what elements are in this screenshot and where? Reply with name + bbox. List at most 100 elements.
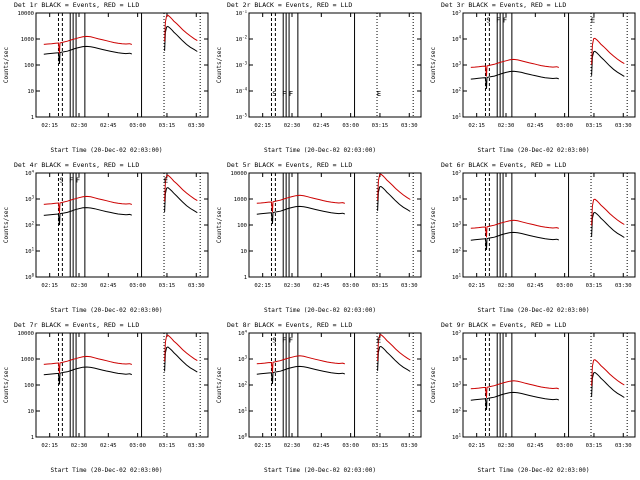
y-tick-label: 105 [452,170,462,177]
y-tick-label: 102 [25,221,35,230]
y-tick-label: 101 [452,113,462,122]
y-tick-label: 101 [452,273,462,282]
y-tick-label: 105 [452,10,462,17]
panel-det8r: Det 8r BLACK = Events, RED = LLD 100 101 1… [213,320,427,480]
y-tick-label: 10-3 [236,61,248,70]
y-tick-label: 1 [31,435,34,441]
events-series [43,207,132,226]
x-tick-label: 03:30 [188,443,205,449]
y-tick-label: 102 [238,381,248,390]
panel-det6r: Det 6r BLACK = Events, RED = LLD 101 102 1… [427,160,640,320]
events-series [591,371,625,398]
y-tick-label: 103 [452,61,462,70]
y-tick-label: 10-5 [236,113,248,122]
panel-det5r: Det 5r BLACK = Events, RED = LLD 1 10 100 1… [213,160,427,320]
x-tick-label: 02:45 [313,123,330,129]
x-tick-label: 02:45 [527,443,544,449]
flag-letter: F [69,176,73,184]
y-tick-label: 100 [24,63,34,69]
y-tick-label: 10 [27,409,34,415]
panel-det1r: Det 1r BLACK = Events, RED = LLD 1 10 100 1… [0,0,213,160]
plot-svg: 10-5 10-4 10-3 10-2 10-1 02:15 02:30 02:45 03:00… [216,10,422,129]
panel-title: Det 5r BLACK = Events, RED = LLD [227,161,353,169]
lld-series [377,334,411,362]
x-tick-label: 03:30 [615,443,632,449]
plot-svg: 1 10 100 1000 10000 02:15 02:30 02:45 03:00 03:15… [3,11,209,129]
plot-svg: 100 101 102 103 104 02:15 02:30 02:45 03:00 03:15… [216,330,422,449]
x-tick-label: 03:15 [586,443,603,449]
y-tick-label: 10 [27,89,34,95]
lld-series [256,355,345,373]
y-tick-label: 102 [452,247,462,256]
x-tick-label: 03:30 [615,123,632,129]
x-tick-label: 02:15 [254,283,271,289]
x-tick-label: 02:15 [254,123,271,129]
x-tick-label: 03:30 [615,283,632,289]
flag-letter: S [486,16,490,24]
y-tick-label: 10000 [17,11,34,17]
x-tick-label: 03:00 [556,123,573,129]
y-axis-label: Counts/sec [430,47,437,84]
y-axis-label: Counts/sec [3,367,10,404]
panel-det9r: Det 9r BLACK = Events, RED = LLD 101 102 1… [427,320,640,480]
x-tick-label: 03:15 [159,283,176,289]
y-tick-label: 104 [452,35,462,44]
x-tick-label: 02:45 [313,443,330,449]
flag-letter: F [289,336,293,344]
y-tick-label: 104 [25,170,35,177]
lld-series [256,194,345,213]
x-tick-label: 02:15 [41,443,58,449]
x-tick-label: 03:30 [401,443,418,449]
x-tick-label: 02:15 [468,443,485,449]
x-tick-label: 03:00 [129,283,146,289]
y-tick-label: 1 [31,115,34,121]
x-tick-label: 02:15 [254,443,271,449]
events-series [256,205,345,224]
x-tick-label: 03:15 [586,123,603,129]
y-tick-label: 100 [237,223,247,229]
y-axis-label: Counts/sec [216,207,223,244]
x-axis-label: Start Time (20-Dec-02 02:03:00) [50,147,163,154]
y-tick-label: 103 [452,381,462,390]
flag-letter: S [272,336,276,344]
plot-svg: 101 102 103 104 105 02:15 02:30 02:45 03:00 03:15… [430,170,636,289]
x-axis-label: Start Time (20-Dec-02 02:03:00) [50,307,163,314]
x-tick-label: 02:45 [527,123,544,129]
x-axis-label: Start Time (20-Dec-02 02:03:00) [477,307,590,314]
y-tick-label: 103 [238,355,248,364]
events-series [43,45,132,64]
x-axis-label: Start Time (20-Dec-02 02:03:00) [477,467,590,474]
y-tick-label: 100 [25,273,35,282]
y-tick-label: 100 [24,383,34,389]
axes-frame [248,12,422,118]
x-tick-label: 03:15 [159,123,176,129]
lld-series [164,334,198,362]
events-series [43,366,132,385]
axes-frame [462,332,636,438]
x-tick-label: 02:30 [498,283,515,289]
y-tick-label: 105 [452,330,462,337]
y-tick-label: 10 [240,249,247,255]
y-axis-label: Counts/sec [3,207,10,244]
y-tick-label: 1000 [21,37,34,43]
x-tick-label: 03:30 [188,123,205,129]
lld-series [43,35,132,54]
x-tick-label: 02:45 [100,443,117,449]
y-axis-label: Counts/sec [216,47,223,84]
panel-title: Det 9r BLACK = Events, RED = LLD [441,321,567,329]
panel-det3r: Det 3r BLACK = Events, RED = LLD 101 102 1… [427,0,640,160]
x-tick-label: 02:45 [527,283,544,289]
x-tick-label: 02:30 [71,443,88,449]
panel-det7r: Det 7r BLACK = Events, RED = LLD 1 10 100 1… [0,320,213,480]
flag-letter: F [282,90,286,98]
x-axis-label: Start Time (20-Dec-02 02:03:00) [477,147,590,154]
lld-series [470,58,559,77]
x-tick-label: 02:15 [468,123,485,129]
lld-series [43,355,132,374]
lld-series [591,359,625,386]
y-tick-label: 1000 [21,357,34,363]
x-tick-label: 03:00 [342,283,359,289]
y-tick-label: 1000 [234,197,247,203]
x-tick-label: 02:15 [41,283,58,289]
